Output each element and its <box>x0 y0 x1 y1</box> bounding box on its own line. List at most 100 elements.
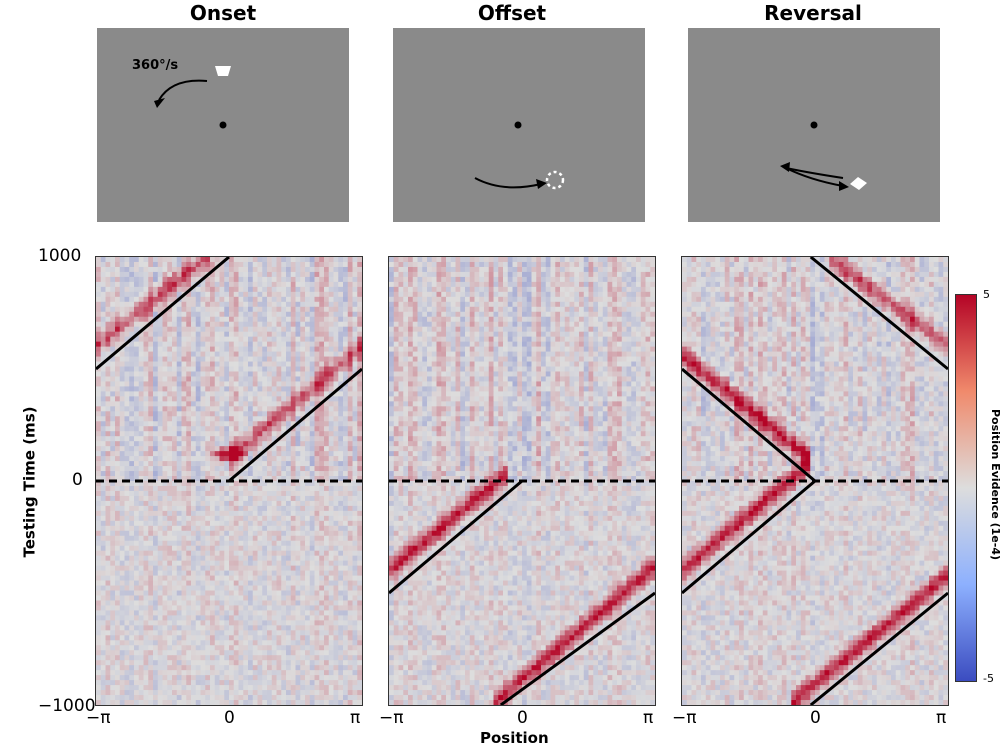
heatmap-cell <box>252 650 258 656</box>
heatmap-cell <box>257 485 263 492</box>
heatmap-cell <box>157 640 163 646</box>
heatmap-cell <box>153 610 159 616</box>
heatmap-cell <box>262 510 268 517</box>
heatmap-cell <box>162 570 168 576</box>
heatmap-cell <box>271 505 277 512</box>
heatmap-cell <box>191 426 197 432</box>
heatmap-cell <box>96 326 102 333</box>
heatmap-cell <box>181 441 187 447</box>
heatmap-cell <box>267 476 273 482</box>
heatmap-cell <box>214 281 220 288</box>
heatmap-cell <box>195 485 201 492</box>
heatmap-cell <box>262 381 268 387</box>
heatmap-cell <box>233 481 239 487</box>
heatmap-cell <box>290 321 296 328</box>
heatmap-cell <box>167 476 173 482</box>
heatmap-cell <box>134 316 140 323</box>
heatmap-cell <box>219 540 225 547</box>
heatmap-cell <box>224 281 230 288</box>
heatmap-cell <box>224 585 230 591</box>
heatmap-cell <box>248 610 254 616</box>
heatmap-cell <box>143 545 149 552</box>
heatmap-cell <box>138 510 144 517</box>
heatmap-cell <box>238 336 244 343</box>
heatmap-cell <box>100 346 106 352</box>
heatmap-cell <box>214 545 220 552</box>
heatmap-cell <box>309 520 315 527</box>
heatmap-cell <box>357 451 362 457</box>
heatmap-cell <box>309 575 315 581</box>
heatmap-cell <box>134 695 140 701</box>
heatmap-cell <box>333 635 339 641</box>
motion-arrow-back <box>785 167 844 179</box>
heatmap-cell <box>153 560 159 567</box>
heatmap-cell <box>243 446 249 452</box>
heatmap-cell <box>271 426 277 432</box>
heatmap-cell <box>167 670 173 676</box>
heatmap-cell <box>143 635 149 641</box>
heatmap-cell <box>195 291 201 298</box>
heatmap-cell <box>124 456 130 462</box>
heatmap-cell <box>119 366 125 372</box>
heatmap-cell <box>300 645 306 651</box>
heatmap-cell <box>195 630 201 636</box>
heatmap-cell <box>119 301 125 308</box>
heatmap-cell <box>119 311 125 318</box>
heatmap-cell <box>319 446 325 452</box>
heatmap-cell <box>314 436 320 442</box>
heatmap-cell <box>290 271 296 278</box>
heatmap-cell <box>110 306 116 313</box>
heatmap-cell <box>214 565 220 571</box>
heatmap-cell <box>124 411 130 417</box>
heatmap-cell <box>262 311 268 318</box>
heatmap-cell <box>229 555 235 562</box>
heatmap-cell <box>219 520 225 527</box>
heatmap-cell <box>186 396 192 402</box>
heatmap-cell <box>262 281 268 288</box>
heatmap-cell <box>153 326 159 333</box>
heatmap-onset-plot <box>96 257 362 705</box>
heatmap-cell <box>224 545 230 552</box>
heatmap-cell <box>267 436 273 442</box>
heatmap-cell <box>257 356 263 362</box>
heatmap-cell <box>352 476 358 482</box>
heatmap-cell <box>338 461 344 467</box>
heatmap-cell <box>252 695 258 701</box>
heatmap-cell <box>281 670 287 676</box>
heatmap-cell <box>195 625 201 631</box>
heatmap-cell <box>115 266 121 273</box>
heatmap-cell <box>157 690 163 696</box>
heatmap-cell <box>309 316 315 323</box>
heatmap-cell <box>295 401 301 407</box>
heatmap-cell <box>257 446 263 452</box>
heatmap-cell <box>210 441 216 447</box>
heatmap-cell <box>233 665 239 671</box>
heatmap-cell <box>181 600 187 606</box>
heatmap-cell <box>333 510 339 517</box>
heatmap-cell <box>129 356 135 362</box>
heatmap-cell <box>271 257 277 263</box>
heatmap-cell <box>167 665 173 671</box>
heatmap-cell <box>172 271 178 278</box>
heatmap-cell <box>314 261 320 268</box>
heatmap-cell <box>243 660 249 666</box>
heatmap-cell <box>248 441 254 447</box>
heatmap-cell <box>262 421 268 427</box>
heatmap-cell <box>214 441 220 447</box>
heatmap-cell <box>309 565 315 571</box>
heatmap-cell <box>324 446 330 452</box>
heatmap-cell <box>233 326 239 333</box>
heatmap-cell <box>100 276 106 283</box>
heatmap-cell <box>338 685 344 691</box>
heatmap-cell <box>295 276 301 283</box>
heatmap-cell <box>124 680 130 686</box>
heatmap-cell <box>200 495 206 502</box>
heatmap-cell <box>328 406 334 412</box>
heatmap-cell <box>281 530 287 537</box>
heatmap-cell <box>248 311 254 318</box>
heatmap-cell <box>267 281 273 288</box>
heatmap-cell <box>115 466 121 472</box>
heatmap-cell <box>205 615 211 621</box>
heatmap-cell <box>338 376 344 382</box>
heatmap-cell <box>124 416 130 422</box>
